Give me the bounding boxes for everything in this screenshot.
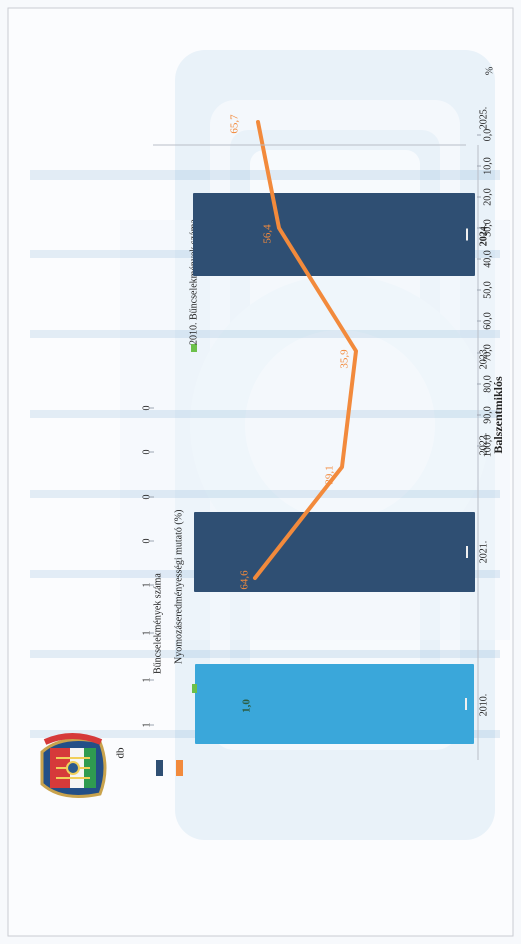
x-tick-label: 2022. (478, 433, 489, 456)
bar-2010-marker (192, 684, 197, 693)
right-tick-label: 50,0 (482, 281, 493, 299)
left-tick-label: 1 (141, 631, 152, 636)
bar-2010-value-label: 1,0 (241, 699, 253, 713)
left-tick-label: 1 (141, 583, 152, 588)
bar (195, 664, 474, 744)
right-tick-label: 20,0 (482, 188, 493, 206)
right-tick-label: 30,0 (482, 219, 493, 237)
right-tick-label: 70,0 (482, 344, 493, 362)
left-tick-label: 0 (141, 406, 152, 411)
bar-value-mark (465, 698, 467, 710)
right-tick-label: 60,0 (482, 312, 493, 330)
legend-label-2010: 2010. Bűncselekmények száma (188, 219, 199, 345)
line-data-label: 65,7 (229, 114, 241, 134)
left-tick-label: 0 (141, 539, 152, 544)
line-data-label: 39,1 (324, 465, 336, 484)
left-axis-unit: db (115, 747, 127, 759)
left-tick-label: 0 (141, 450, 152, 455)
left-tick-label: 1 (141, 678, 152, 683)
legend-label-bars: Bűncselekmények száma (152, 573, 163, 674)
bar (194, 512, 475, 592)
right-tick-label: 40,0 (482, 250, 493, 268)
right-tick-label: 0,0 (482, 129, 493, 142)
chart-title: Balszentmiklós (491, 376, 505, 454)
right-axis-unit: % (484, 67, 495, 75)
right-tick-label: 90,0 (482, 406, 493, 424)
legend-swatch-2010 (191, 344, 197, 352)
bar (193, 193, 475, 276)
line-data-label: 56,4 (262, 224, 274, 244)
x-tick-label: 2025. (478, 107, 489, 130)
line-data-label: 64,6 (239, 570, 251, 590)
legend-label-line: Nyomozáseredményességi mutató (%) (173, 510, 184, 664)
line-data-label: 35,9 (339, 349, 351, 369)
right-tick-label: 10,0 (482, 157, 493, 175)
left-tick-label: 1 (141, 723, 152, 728)
bar-value-mark (466, 546, 468, 558)
police-crest-logo (40, 733, 107, 798)
right-tick-label: 80,0 (482, 375, 493, 393)
left-tick-label: 0 (141, 495, 152, 500)
bar-value-mark (466, 228, 468, 241)
legend-swatch-line (176, 760, 183, 776)
x-tick-label: 2024. (478, 223, 489, 246)
right-tick-label: 100,0 (482, 435, 493, 458)
x-tick-label: 2021. (478, 541, 489, 564)
legend-swatch-bars (156, 760, 163, 776)
series-line (253, 120, 358, 580)
x-tick-label: 2023. (478, 347, 489, 370)
x-tick-label: 2010. (478, 694, 489, 717)
